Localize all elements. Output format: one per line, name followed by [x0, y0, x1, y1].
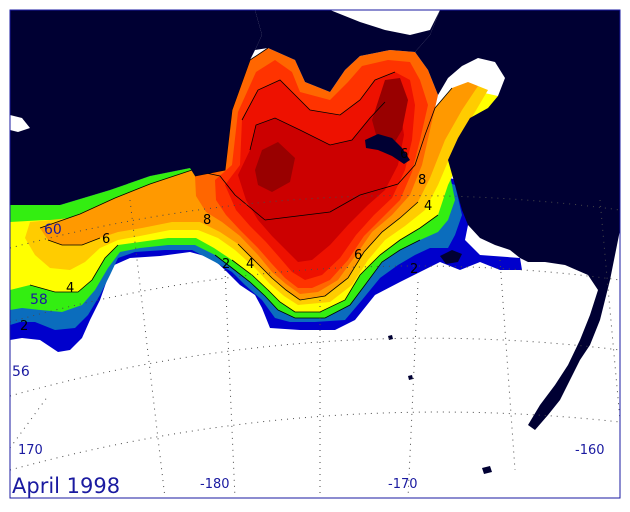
lon-label-160: -160	[575, 443, 605, 458]
grid-meridian	[407, 281, 419, 499]
map-title: April 1998	[12, 474, 120, 498]
contour-line	[214, 239, 421, 319]
contour-line	[39, 169, 266, 229]
grid-parallel	[9, 265, 621, 323]
contour-label: 2	[20, 319, 28, 334]
contour-label: 4	[66, 281, 74, 296]
land-st-lawrence-island	[365, 134, 410, 164]
ice-band-amber	[25, 86, 488, 305]
contour-label: 8	[203, 213, 211, 228]
lat-label-58: 58	[30, 292, 48, 308]
lon-label-170-left: 170	[18, 443, 43, 458]
land-alaska	[415, 10, 620, 430]
ice-band-crimson	[238, 102, 404, 262]
grid-meridian	[599, 199, 621, 421]
lon-label-180: -180	[200, 477, 230, 492]
ice-band-maroon-west	[255, 142, 295, 192]
contour-label: 8	[418, 173, 426, 188]
sea-ice-field	[10, 48, 522, 352]
lat-lon-grid	[9, 195, 621, 499]
land-island-small-1	[482, 466, 492, 474]
grid-parallel	[9, 337, 621, 397]
lat-label-56: 56	[12, 364, 30, 380]
contour-label: 6	[400, 147, 408, 162]
grid-meridian	[224, 269, 236, 499]
land-island-small-2	[408, 375, 413, 380]
map-border	[9, 9, 621, 499]
contour-label: 6	[354, 248, 362, 263]
ice-band-yellow	[10, 92, 498, 312]
arctic-ice-patch	[330, 10, 440, 35]
ice-band-maroon-east	[372, 78, 408, 150]
contour-line	[241, 71, 396, 121]
grid-meridian	[129, 199, 166, 499]
contour-line	[249, 101, 386, 151]
contour-line	[29, 244, 119, 293]
ice-band-orange	[40, 82, 478, 300]
grid-parallel	[9, 195, 621, 249]
contour-label: 2	[222, 257, 230, 272]
contour-line	[264, 87, 453, 221]
contour-line	[237, 201, 419, 301]
contour-label: 4	[246, 257, 254, 272]
land-nunivak-island	[440, 250, 462, 264]
contour-label: 2	[410, 262, 418, 277]
coastal-patch-west	[10, 115, 30, 132]
contour-line	[47, 237, 101, 246]
lon-label-170-mid: -170	[388, 477, 418, 492]
contour-line	[231, 214, 439, 313]
land-siberia	[10, 10, 262, 205]
contour-label: 6	[102, 232, 110, 247]
lat-label-60: 60	[44, 222, 62, 238]
contour-label: 4	[424, 199, 432, 214]
grid-parallel	[9, 411, 621, 471]
